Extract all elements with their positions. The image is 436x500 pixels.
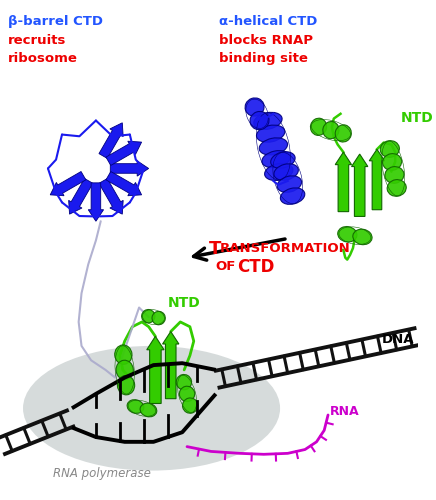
Ellipse shape (23, 346, 280, 470)
Text: ribosome: ribosome (8, 52, 78, 66)
Text: blocks RNAP: blocks RNAP (219, 34, 313, 47)
Ellipse shape (338, 226, 357, 242)
Text: α-helical CTD: α-helical CTD (219, 15, 317, 28)
Polygon shape (99, 178, 123, 214)
Polygon shape (351, 154, 368, 216)
Polygon shape (50, 172, 86, 196)
Ellipse shape (323, 122, 339, 138)
Polygon shape (106, 172, 142, 196)
Polygon shape (335, 152, 351, 212)
Ellipse shape (277, 176, 302, 192)
Text: RANSFORMATION: RANSFORMATION (220, 242, 351, 256)
Ellipse shape (254, 112, 282, 130)
Ellipse shape (179, 386, 195, 402)
Text: RNA: RNA (330, 404, 360, 417)
Text: β-barrel CTD: β-barrel CTD (8, 15, 102, 28)
Ellipse shape (127, 400, 144, 413)
Polygon shape (88, 183, 104, 221)
Ellipse shape (115, 345, 132, 364)
Text: DNA: DNA (382, 332, 414, 345)
Polygon shape (110, 161, 149, 176)
Polygon shape (163, 332, 179, 398)
Ellipse shape (385, 166, 404, 184)
Ellipse shape (117, 376, 135, 395)
Polygon shape (68, 178, 93, 214)
Ellipse shape (259, 138, 287, 155)
Ellipse shape (310, 118, 327, 136)
Text: OF: OF (216, 260, 236, 272)
Text: NTD: NTD (401, 111, 434, 125)
Text: RNA polymerase: RNA polymerase (53, 467, 150, 480)
Ellipse shape (116, 360, 133, 380)
Ellipse shape (176, 374, 191, 390)
Ellipse shape (142, 310, 155, 323)
Ellipse shape (245, 98, 264, 116)
Ellipse shape (262, 150, 290, 168)
Ellipse shape (152, 312, 165, 325)
Ellipse shape (183, 398, 198, 413)
Ellipse shape (387, 180, 406, 196)
Ellipse shape (274, 164, 298, 180)
Polygon shape (99, 123, 123, 158)
Polygon shape (106, 141, 142, 166)
Text: CTD: CTD (237, 258, 274, 276)
Ellipse shape (353, 229, 372, 244)
Ellipse shape (280, 188, 305, 204)
Ellipse shape (265, 164, 293, 180)
Ellipse shape (382, 154, 402, 170)
Text: T: T (209, 240, 221, 258)
Ellipse shape (140, 403, 157, 417)
Ellipse shape (271, 152, 295, 168)
Ellipse shape (335, 125, 351, 142)
Text: NTD: NTD (168, 296, 201, 310)
Ellipse shape (250, 112, 269, 130)
Text: binding site: binding site (219, 52, 307, 66)
Polygon shape (147, 336, 164, 404)
Ellipse shape (256, 125, 285, 142)
Text: recruits: recruits (8, 34, 66, 47)
Ellipse shape (380, 140, 399, 158)
Polygon shape (369, 150, 385, 210)
